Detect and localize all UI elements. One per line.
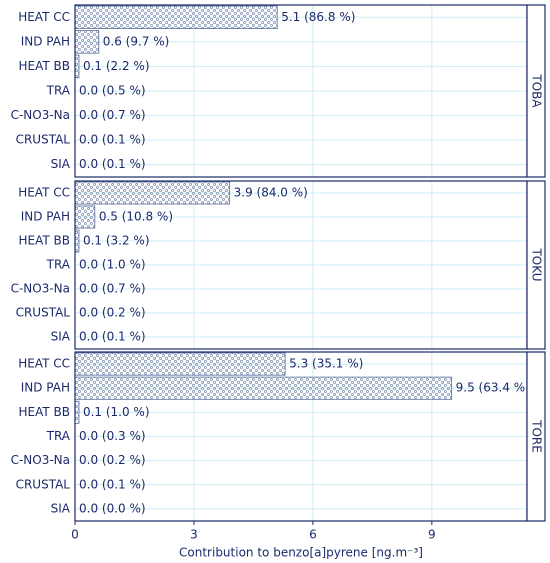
value-label: 0.0 (0.5 %): [79, 84, 146, 98]
value-label: 0.1 (3.2 %): [83, 234, 150, 248]
x-tick-label: 6: [309, 528, 317, 542]
y-tick-label: HEAT BB: [19, 234, 71, 248]
bar: [74, 5, 278, 29]
value-label: 0.0 (0.1 %): [79, 477, 146, 491]
x-tick-label: 3: [190, 528, 198, 542]
strip: [526, 351, 546, 522]
y-tick-label: CRUSTAL: [16, 306, 71, 320]
value-label: 0.0 (0.0 %): [79, 501, 146, 515]
y-tick-label: HEAT BB: [19, 59, 71, 73]
y-tick-label: CRUSTAL: [16, 477, 71, 491]
y-tick-label: HEAT CC: [18, 357, 70, 371]
x-axis-title: Contribution to benzo[a]pyrene [ng.m⁻³]: [179, 546, 423, 560]
strip: [526, 4, 546, 178]
y-tick-label: HEAT CC: [18, 186, 70, 200]
value-label: 9.5 (63.4 %): [456, 381, 530, 395]
value-label: 0.0 (0.7 %): [79, 282, 146, 296]
y-tick-label: TRA: [46, 84, 71, 98]
strip: [526, 180, 546, 350]
value-label: 0.0 (0.1 %): [79, 157, 146, 171]
value-label: 0.0 (0.3 %): [79, 429, 146, 443]
y-tick-label: IND PAH: [21, 34, 70, 48]
x-tick-label: 9: [428, 528, 436, 542]
y-tick-label: HEAT BB: [19, 405, 71, 419]
x-tick-label: 0: [71, 528, 79, 542]
y-tick-label: CRUSTAL: [16, 133, 71, 147]
y-tick-label: HEAT CC: [18, 10, 70, 24]
value-label: 0.0 (0.7 %): [79, 108, 146, 122]
value-label: 3.9 (84.0 %): [234, 186, 308, 200]
y-tick-label: SIA: [51, 157, 71, 171]
y-tick-label: SIA: [51, 330, 71, 344]
value-label: 0.5 (10.8 %): [99, 210, 173, 224]
y-tick-label: SIA: [51, 501, 71, 515]
value-label: 0.0 (0.2 %): [79, 306, 146, 320]
strip-label: TOBA: [530, 73, 544, 108]
y-tick-label: C-NO3-Na: [11, 282, 70, 296]
value-label: 0.1 (1.0 %): [83, 405, 150, 419]
value-label: 0.0 (0.2 %): [79, 453, 146, 467]
bar: [74, 352, 286, 376]
y-tick-label: C-NO3-Na: [11, 453, 70, 467]
y-tick-label: IND PAH: [21, 210, 70, 224]
y-tick-label: TRA: [46, 258, 71, 272]
value-label: 0.1 (2.2 %): [83, 59, 150, 73]
value-label: 0.0 (0.1 %): [79, 133, 146, 147]
bar: [74, 205, 96, 229]
value-label: 0.0 (1.0 %): [79, 258, 146, 272]
bar: [74, 30, 100, 54]
y-tick-label: TRA: [46, 429, 71, 443]
value-label: 5.1 (86.8 %): [281, 10, 355, 24]
value-label: 5.3 (35.1 %): [289, 357, 363, 371]
bar: [74, 376, 453, 400]
strip-label: TOKU: [530, 247, 544, 281]
bar: [74, 181, 231, 205]
y-tick-label: IND PAH: [21, 381, 70, 395]
strip-label: TORE: [530, 419, 544, 453]
y-tick-label: C-NO3-Na: [11, 108, 70, 122]
value-label: 0.6 (9.7 %): [103, 34, 170, 48]
value-label: 0.0 (0.1 %): [79, 330, 146, 344]
